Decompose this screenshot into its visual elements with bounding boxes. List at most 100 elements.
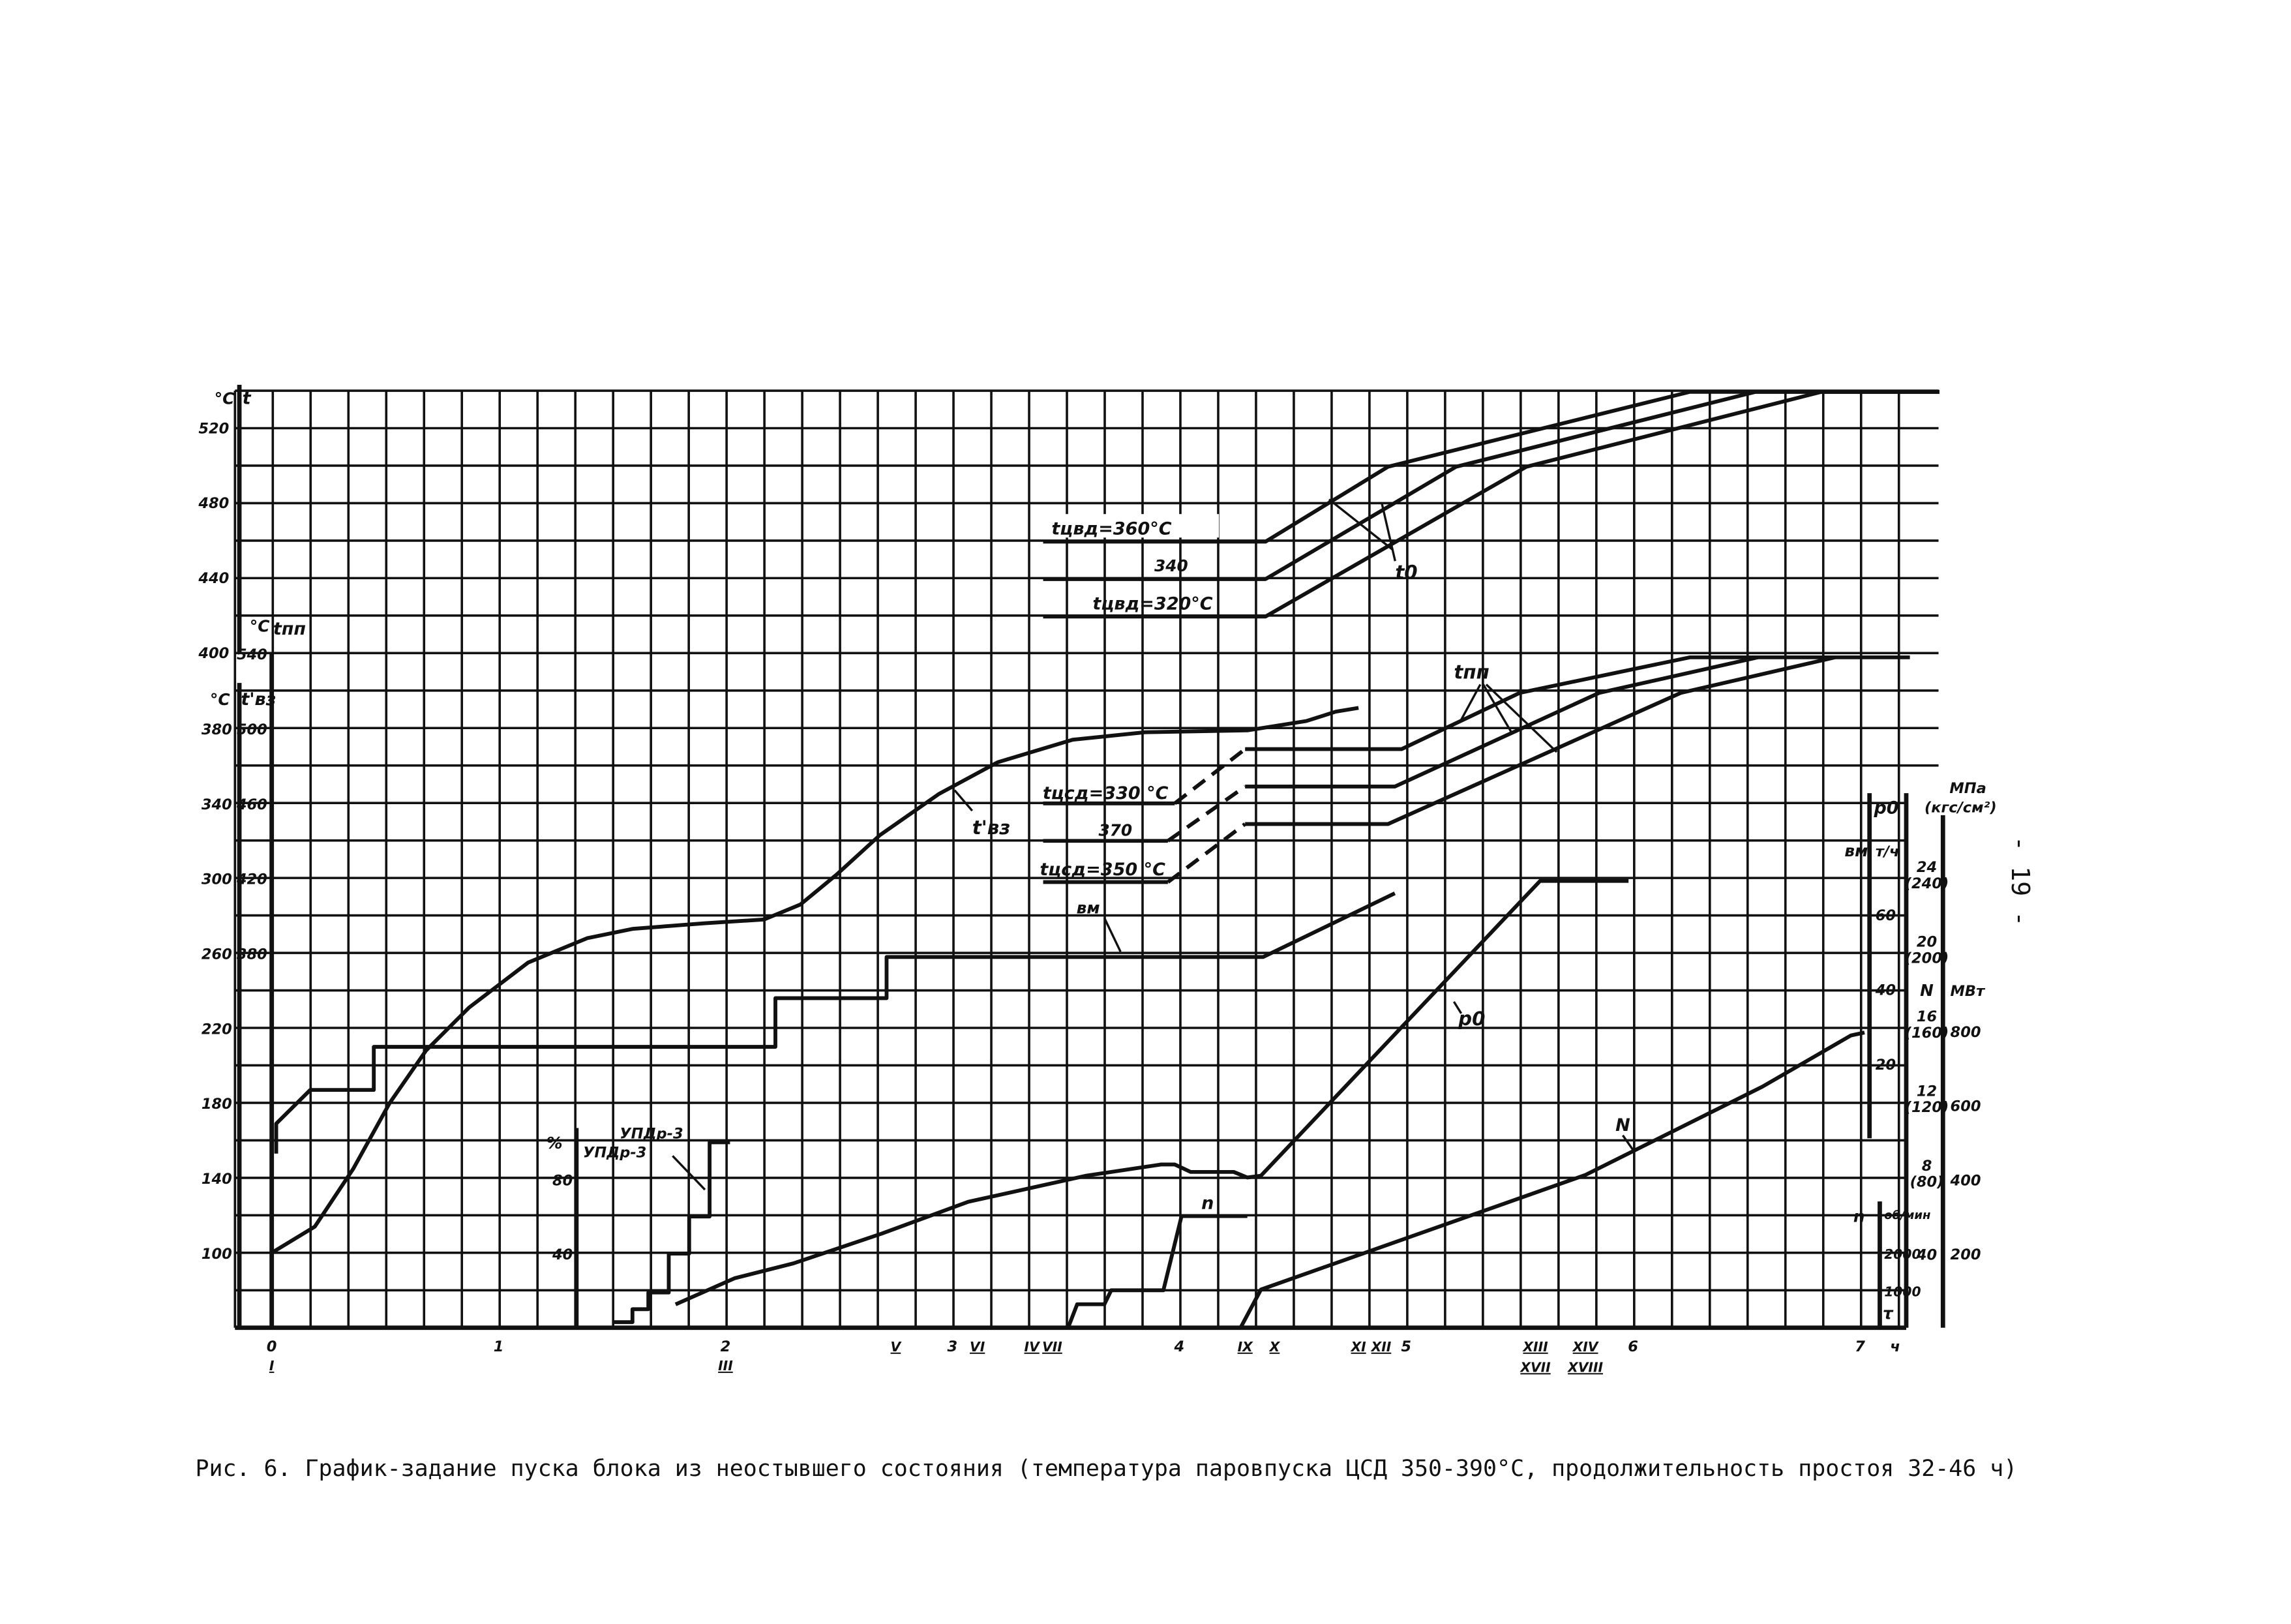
leader-up-dr3 [672,1155,706,1191]
series-mw-9 [1238,1030,1865,1329]
vm-axis-name: вм [1844,841,1868,860]
mpa-axis-tick-label: 12 [1917,1083,1937,1100]
leader-tvz [953,789,974,812]
x-event-label-xvii: XVII [1519,1359,1551,1375]
t-axis-name: t [243,388,252,408]
series-mpa-8 [674,879,1629,1306]
t-axis-tick-label: 480 [198,495,229,512]
tvz-axis-tick-label: 220 [202,1021,232,1038]
series-pct-11 [614,1140,730,1325]
x-tick-label: 1 [494,1338,504,1355]
label-t0: t0 [1395,561,1417,583]
label-tcvd-360: tцвд=360°С [1051,519,1171,539]
t-axis-tick-label: 520 [198,420,229,437]
tpp-axis-tick-label: 380 [237,946,267,963]
series-t-2 [1043,389,1939,619]
tvz-axis-tick-label: 300 [202,871,232,888]
mpa-axis-unit: МПа [1949,780,1986,797]
tvz-axis-name: t'вз [241,689,276,710]
series-tpp-5-end [1245,655,1836,826]
x-tick-label: 2 [721,1338,731,1355]
x-event-label-ix: IX [1238,1339,1254,1355]
tvz-axis-tick-label: 180 [202,1096,232,1113]
x-event-label-vii: VII [1042,1339,1062,1355]
x-tick-label: 4 [1173,1338,1184,1355]
t-axis-unit: °C [215,389,235,408]
mpa-axis-tick-label-kgs: (160) [1905,1025,1949,1042]
x-event-label-v: V [891,1339,902,1355]
t-axis-tick-label: 400 [198,645,229,662]
rpm-axis-tick-label: 2000 [1884,1246,1921,1262]
label-tvz: t'вз [972,817,1010,839]
N-axis-name: N [1920,981,1934,1000]
tpp-axis-name: tпп [273,619,306,639]
rpm-axis-unit: об/мин [1884,1209,1930,1222]
label-tcsd-350: tцсд=350 °С [1040,860,1165,880]
series-tpp-4-end [1245,655,1759,789]
x-tick-label: 7 [1855,1338,1865,1355]
time-axis-unit: ч [1890,1338,1900,1355]
x-event-label-xiv: XIV [1572,1339,1599,1355]
x-event-label-iii: III [718,1358,733,1374]
figure-caption: Рис. 6. График-задание пуска блока из не… [196,1456,2018,1482]
mpa-axis-tick-label: 8 [1922,1158,1932,1175]
mpa-axis-tick-label: 40 [1916,1247,1937,1264]
series-tpp-3-dashed [1173,747,1246,805]
label-n: n [1201,1193,1214,1213]
rpm-axis-tick-label: 1000 [1884,1284,1921,1299]
tpp-axis-tick-label: 540 [237,646,267,663]
annotations: tцвд=360°С 340 tцвд=320°С t0 tпп t'вз tц… [583,498,1634,1213]
tvz-axis-tick-label: 340 [202,796,232,813]
leader-vm [1103,917,1122,952]
mpa-axis-tick-label-kgs: (120) [1905,1099,1949,1116]
pct-axis-unit: % [547,1134,563,1152]
x-event-label-xiii: XIII [1521,1339,1548,1355]
mpa-axis-unit2: (кгс/см²) [1924,799,1997,816]
label-vm: вм [1077,899,1100,918]
mw-axis-tick-label: 200 [1951,1246,1981,1263]
vm-axis-tick-label: 20 [1876,1057,1896,1074]
tpp-axis-tick-label: 420 [236,871,267,888]
series-tvz-6 [271,706,1359,1255]
mpa-axis-tick-label: 16 [1917,1008,1937,1025]
label-bg [1045,514,1220,538]
x-event-label-xi: XI [1350,1339,1367,1355]
p0-axis-name: p0 [1873,798,1898,819]
mpa-axis-tick-label: 20 [1917,934,1937,951]
x-event-label-vi: VI [970,1339,985,1355]
series-tpp-4-dashed [1167,785,1246,843]
page-number: - 19 - [2005,836,2035,926]
pct-axis-tick-label: 40 [552,1246,573,1263]
label-tcvd-320: tцвд=320°С [1092,594,1212,614]
tpp-axis-tick-label: 460 [236,796,267,813]
x-tick-label: 6 [1628,1338,1638,1355]
tvz-axis-tick-label: 140 [202,1171,232,1188]
tpp-axis-tick-label: 500 [237,721,267,738]
label-N: N [1615,1115,1630,1135]
x-tick-label: 0 [267,1338,277,1355]
tpp-axis-unit: °C [250,616,270,635]
label-p0: p0 [1458,1008,1485,1030]
series-tvz-7 [274,892,1396,1154]
time-axis-name: τ [1883,1304,1894,1323]
tvz-axis-tick-label: 260 [202,946,232,963]
label-tcsd-370: 370 [1098,820,1132,839]
vm-axis-unit: т/ч [1876,843,1900,860]
series-tpp-5-dashed [1167,822,1246,884]
mpa-axis-tick-label-kgs: (240) [1905,875,1949,892]
leader-N [1621,1134,1634,1151]
label-tpp: tпп [1454,661,1489,683]
x-event-label-x: X [1268,1339,1281,1355]
label-up-dr3-b: УПДр-3 [620,1125,683,1142]
x-event-label-xii: XII [1370,1339,1392,1355]
x-tick-label: 3 [948,1338,958,1355]
label-tcsd-330: tцсд=330 °С [1043,783,1169,804]
x-event-label-xviii: XVIII [1566,1359,1603,1375]
vm-axis-tick-label: 40 [1875,982,1896,999]
vm-axis-tick-label: 60 [1876,907,1896,924]
series-rpm-10 [1066,1214,1248,1329]
mpa-axis-tick-label-kgs: (200) [1905,950,1949,967]
leader-p0 [1452,1000,1463,1014]
mpa-axis-tick-label-kgs: (80) [1910,1174,1944,1191]
